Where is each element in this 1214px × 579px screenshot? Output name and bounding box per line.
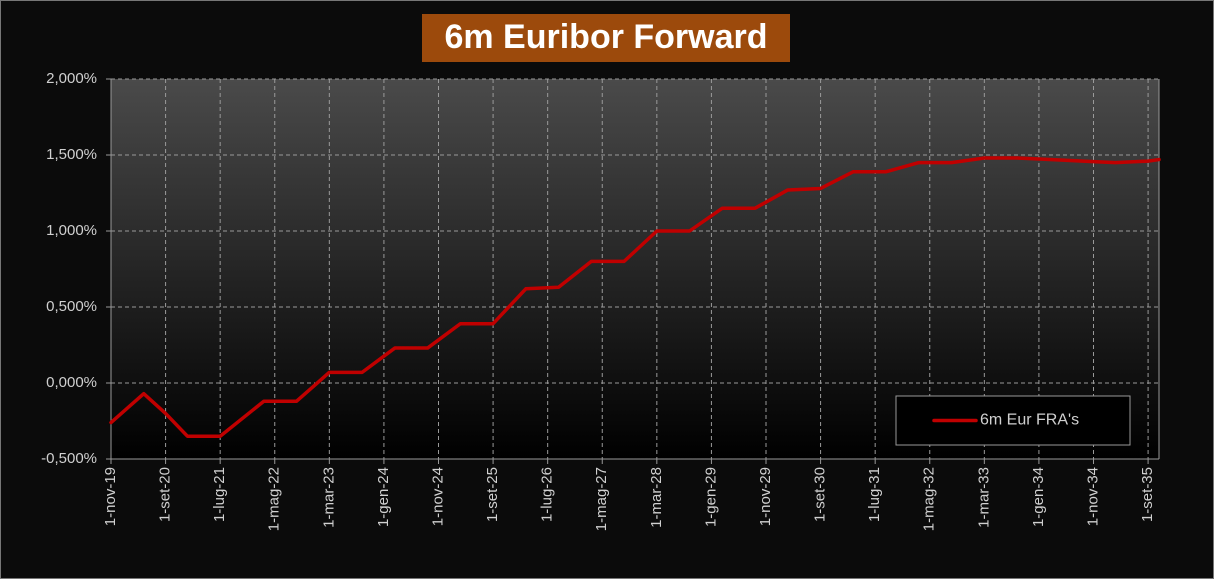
- x-tick-label: 1-gen-24: [375, 467, 392, 527]
- x-tick-label: 1-nov-29: [757, 467, 774, 526]
- x-tick-label: 1-set-25: [484, 467, 501, 522]
- y-tick-label: 1,500%: [46, 146, 97, 163]
- x-tick-label: 1-lug-31: [866, 467, 883, 522]
- x-tick-label: 1-lug-21: [211, 467, 228, 522]
- x-tick-label: 1-mar-23: [320, 467, 337, 528]
- legend-label: 6m Eur FRA's: [980, 412, 1079, 429]
- x-tick-label: 1-nov-19: [102, 467, 119, 526]
- x-tick-label: 1-nov-34: [1084, 467, 1101, 526]
- x-tick-label: 1-nov-24: [429, 467, 446, 526]
- x-tick-label: 1-mar-33: [975, 467, 992, 528]
- y-tick-label: 0,000%: [46, 374, 97, 391]
- x-tick-label: 1-mag-32: [921, 467, 938, 531]
- x-tick-label: 1-set-30: [812, 467, 829, 522]
- x-tick-label: 1-mag-27: [593, 467, 610, 531]
- x-tick-label: 1-mag-22: [266, 467, 283, 531]
- x-tick-label: 1-mar-28: [648, 467, 665, 528]
- data-line: [109, 156, 1161, 438]
- y-tick-label: 0,500%: [46, 298, 97, 315]
- y-tick-label: 1,000%: [46, 222, 97, 239]
- y-tick-label: -0,500%: [41, 450, 97, 467]
- x-tick-label: 1-lug-26: [539, 467, 556, 522]
- title-box: [422, 14, 790, 62]
- x-tick-label: 1-set-20: [157, 467, 174, 522]
- x-tick-label: 1-gen-34: [1030, 467, 1047, 527]
- x-tick-label: 1-set-35: [1139, 467, 1156, 522]
- chart-title: 6m Euribor Forward: [444, 18, 767, 56]
- y-tick-label: 2,000%: [46, 70, 97, 87]
- x-tick-label: 1-gen-29: [702, 467, 719, 527]
